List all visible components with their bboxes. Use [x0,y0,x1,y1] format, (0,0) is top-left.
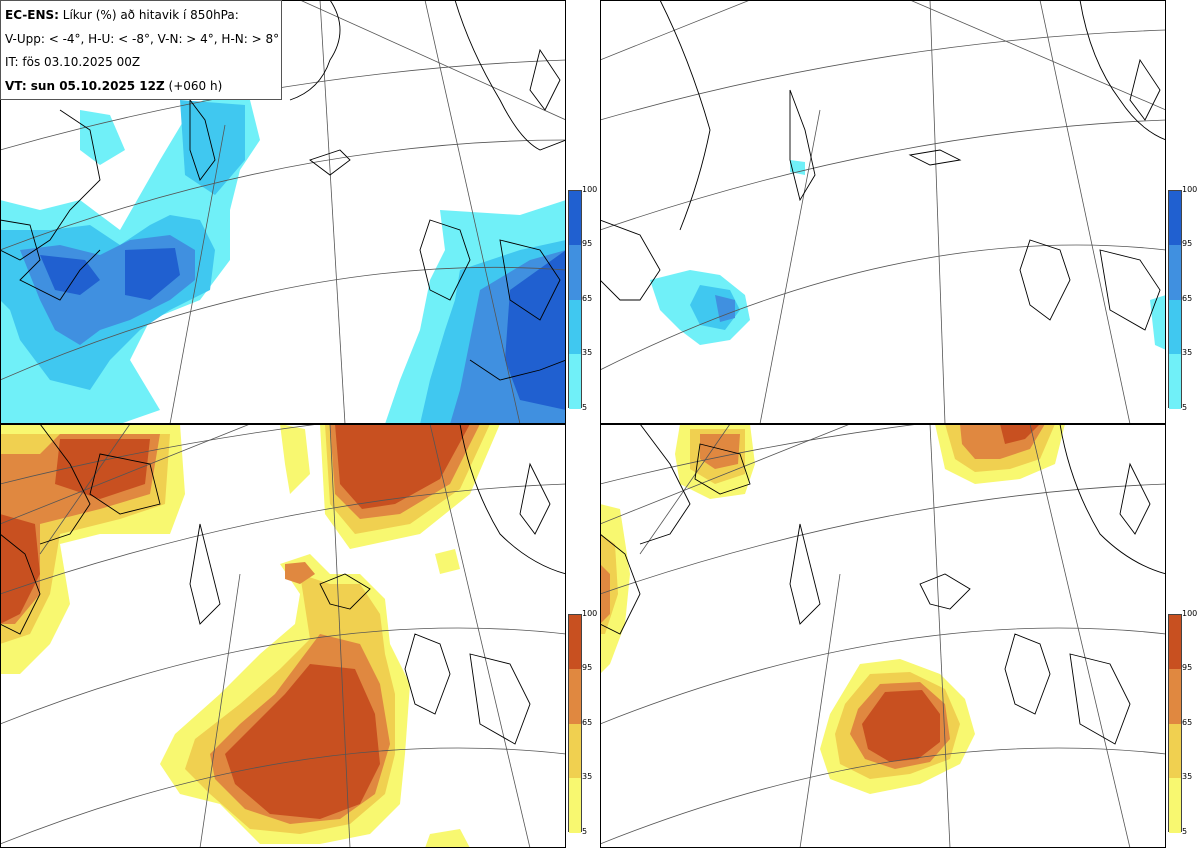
colorbar-band-5-35 [569,778,581,833]
graticule [600,0,1166,424]
map-panel-warm-plus4 [0,424,566,848]
map-panel-cold-minus4 [0,0,566,424]
colorbar-tick-5: 5 [1182,403,1188,412]
graticule [600,424,1166,848]
colorbar-tick-65: 65 [1182,718,1193,727]
colorbar-band-95-100 [1169,615,1181,669]
colorbar-band-95-100 [569,191,581,245]
coastlines [0,424,566,745]
colorbar-warm-left-bar [568,614,582,833]
colorbar-tick-95: 95 [582,663,593,672]
colorbar-band-35-65 [569,300,581,354]
colorbar-band-35-65 [1169,724,1181,778]
colorbar-band-95-100 [569,615,581,669]
map-cold-minus8 [600,0,1166,424]
colorbar-tick-95: 95 [582,239,593,248]
coastlines [0,0,566,381]
thresholds-text: V-Upp: < -4°, H-U: < -8°, V-N: > 4°, H-N… [5,31,280,46]
colorbar-band-35-65 [569,724,581,778]
forecast-info-box: EC-ENS: Líkur (%) að hitavik í 850hPa: V… [0,0,282,100]
colorbar-tick-100: 100 [582,185,598,194]
model-label: EC-ENS: [5,8,59,22]
title-line: EC-ENS: Líkur (%) að hitavik í 850hPa: [5,4,277,28]
probability-shading [0,95,566,424]
colorbar-band-95-100 [1169,191,1181,245]
colorbar-tick-65: 65 [1182,294,1193,303]
colorbar-tick-35: 35 [582,772,593,781]
probability-shading [600,424,1065,794]
map-cold-minus4 [0,0,566,424]
colorbar-tick-5: 5 [1182,827,1188,836]
map-panel-warm-plus8 [600,424,1166,848]
colorbar-band-65-95 [569,669,581,724]
colorbar-tick-35: 35 [1182,348,1193,357]
colorbar-tick-65: 65 [582,718,593,727]
valid-time-text: VT: sun 05.10.2025 12Z [5,78,165,93]
probability-shading [650,160,1166,350]
colorbar-warm-right-bar [1168,614,1182,833]
colorbar-tick-35: 35 [582,348,593,357]
probability-shading [0,424,500,848]
valid-time-line: VT: sun 05.10.2025 12Z (+060 h) [5,75,277,99]
title-text: Líkur (%) að hitavik í 850hPa: [62,8,239,22]
colorbar-band-65-95 [1169,669,1181,724]
colorbar-band-5-35 [1169,778,1181,833]
map-panel-cold-minus8 [600,0,1166,424]
colorbar-band-35-65 [1169,300,1181,354]
init-time-text: IT: fös 03.10.2025 00Z [5,55,141,69]
colorbar-tick-35: 35 [1182,772,1193,781]
map-warm-plus4 [0,424,566,848]
map-warm-plus8 [600,424,1166,848]
colorbar-band-65-95 [569,245,581,300]
colorbar-tick-95: 95 [1182,239,1193,248]
lead-time-text: (+060 h) [168,78,223,93]
colorbar-tick-5: 5 [582,827,588,836]
colorbar-cold-right-bar [1168,190,1182,409]
colorbar-tick-95: 95 [1182,663,1193,672]
colorbar-tick-5: 5 [582,403,588,412]
colorbar-cold-left-bar [568,190,582,409]
colorbar-tick-65: 65 [582,294,593,303]
coastlines [600,424,1166,745]
coastlines [600,0,1166,331]
colorbar-tick-100: 100 [582,609,598,618]
colorbar-tick-100: 100 [1182,185,1198,194]
colorbar-band-5-35 [569,354,581,409]
colorbar-band-5-35 [1169,354,1181,409]
graticule [0,424,566,848]
colorbar-band-65-95 [1169,245,1181,300]
colorbar-tick-100: 100 [1182,609,1198,618]
